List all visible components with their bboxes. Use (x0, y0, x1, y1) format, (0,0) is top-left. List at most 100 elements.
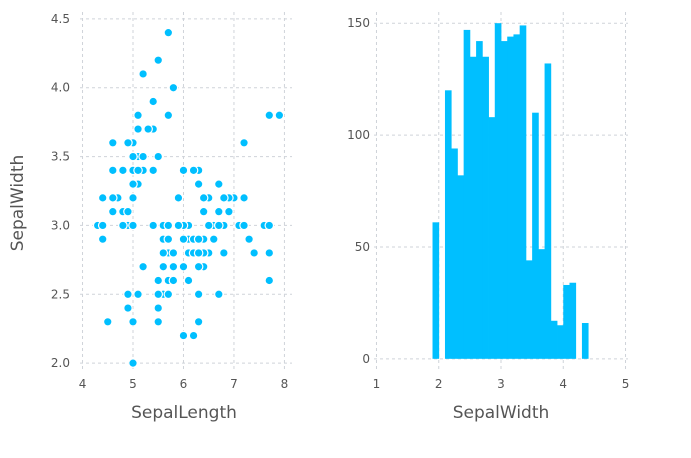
histogram-x-tick-label: 1 (373, 377, 381, 391)
scatter-point (183, 275, 194, 286)
scatter-point (148, 220, 158, 231)
scatter-point (193, 234, 204, 244)
scatter-point (264, 275, 275, 286)
scatter-point (133, 289, 143, 300)
scatter-x-axis-title: SepalLength (131, 403, 237, 423)
scatter-point (148, 165, 158, 176)
scatter-point (214, 289, 224, 300)
histogram-x-tick-label: 3 (497, 377, 505, 391)
histogram-bar (488, 117, 496, 359)
scatter-point (214, 220, 224, 231)
histogram-bar (494, 23, 502, 359)
scatter-point (158, 248, 169, 258)
scatter-point (128, 151, 138, 162)
scatter-point (173, 193, 184, 203)
scatter-x-tick-label: 7 (230, 377, 238, 391)
scatter-point (118, 165, 128, 176)
scatter-point (193, 289, 204, 300)
scatter-point (153, 151, 164, 162)
scatter-point (264, 110, 275, 121)
scatter-point (133, 110, 143, 121)
scatter-point (128, 193, 138, 203)
histogram-bar (532, 112, 539, 359)
scatter-point (133, 124, 143, 134)
histogram-panel: 1 2 3 4 5 0 50 100 150 SepalWidth (347, 12, 629, 423)
scatter-point (198, 206, 209, 217)
scatter-point (128, 220, 138, 231)
scatter-point (108, 206, 118, 217)
scatter-point (168, 275, 179, 286)
scatter-y-tick-labels: 2.0 2.5 3.0 3.5 4.0 4.5 (51, 12, 70, 370)
histogram-bar (519, 25, 527, 359)
scatter-y-axis-title: SepalWidth (8, 155, 28, 252)
scatter-y-tick-label: 3.0 (51, 218, 70, 232)
scatter-point (208, 234, 219, 244)
scatter-point (97, 220, 108, 231)
histogram-bar (513, 34, 521, 359)
scatter-x-tick-label: 5 (129, 377, 137, 391)
scatter-point (244, 234, 254, 244)
scatter-point (138, 261, 148, 272)
scatter-point (214, 179, 224, 189)
scatter-point (264, 220, 275, 231)
histogram-bar (563, 284, 570, 359)
histogram-bar (463, 29, 471, 359)
histogram-x-tick-labels: 1 2 3 4 5 (373, 377, 630, 391)
scatter-point (128, 358, 138, 368)
scatter-point (224, 206, 234, 217)
scatter-point (163, 289, 174, 300)
histogram-x-tick-label: 2 (435, 377, 443, 391)
scatter-point (153, 303, 164, 313)
histogram-x-axis-title: SepalWidth (453, 403, 550, 423)
histogram-y-tick-label: 50 (355, 240, 370, 254)
scatter-point (158, 261, 169, 272)
scatter-point (178, 234, 189, 244)
scatter-point (138, 69, 148, 79)
scatter-point (239, 138, 249, 148)
histogram-x-tick-label: 4 (559, 377, 567, 391)
histogram-bar (451, 148, 458, 359)
histogram-bar (507, 36, 514, 359)
scatter-x-tick-label: 8 (281, 377, 289, 391)
histogram-bar (501, 41, 508, 359)
scatter-y-tick-label: 2.0 (51, 356, 70, 370)
histogram-bar (469, 56, 477, 359)
scatter-point (193, 317, 204, 327)
scatter-point (203, 220, 214, 231)
scatter-point (193, 261, 204, 272)
scatter-point (219, 193, 229, 203)
histogram-bar (544, 63, 552, 359)
histogram-bar (476, 41, 483, 359)
scatter-point (264, 248, 275, 258)
scatter-y-tick-label: 2.5 (51, 287, 70, 301)
histogram-bar (444, 90, 452, 359)
scatter-point (249, 248, 259, 258)
scatter-points (92, 27, 285, 368)
scatter-point (108, 193, 118, 203)
scatter-point (123, 138, 133, 148)
histogram-y-tick-label: 150 (347, 16, 370, 30)
scatter-point (193, 179, 204, 189)
scatter-point (108, 138, 118, 148)
histogram-bars (432, 23, 589, 359)
histogram-bar (538, 249, 545, 359)
scatter-point (118, 220, 128, 231)
scatter-point (168, 82, 179, 93)
histogram-bar (550, 320, 558, 359)
scatter-point (128, 317, 138, 327)
scatter-x-tick-labels: 4 5 6 7 8 (79, 377, 289, 391)
scatter-x-tick-label: 4 (79, 377, 87, 391)
histogram-bar (581, 323, 589, 359)
scatter-point (274, 110, 285, 121)
histogram-bar (432, 222, 440, 359)
scatter-point (239, 220, 249, 231)
scatter-point (214, 206, 224, 217)
scatter-x-tick-label: 6 (180, 377, 188, 391)
scatter-plot-panel: 4 5 6 7 8 2.0 2.5 3.0 3.5 4.0 4.5 SepalLength Sep… (8, 12, 292, 423)
scatter-point (143, 124, 153, 134)
scatter-y-tick-label: 3.5 (51, 150, 70, 164)
scatter-gridlines (80, 12, 292, 370)
histogram-y-tick-labels: 0 50 100 150 (347, 16, 370, 366)
scatter-point (219, 248, 229, 258)
